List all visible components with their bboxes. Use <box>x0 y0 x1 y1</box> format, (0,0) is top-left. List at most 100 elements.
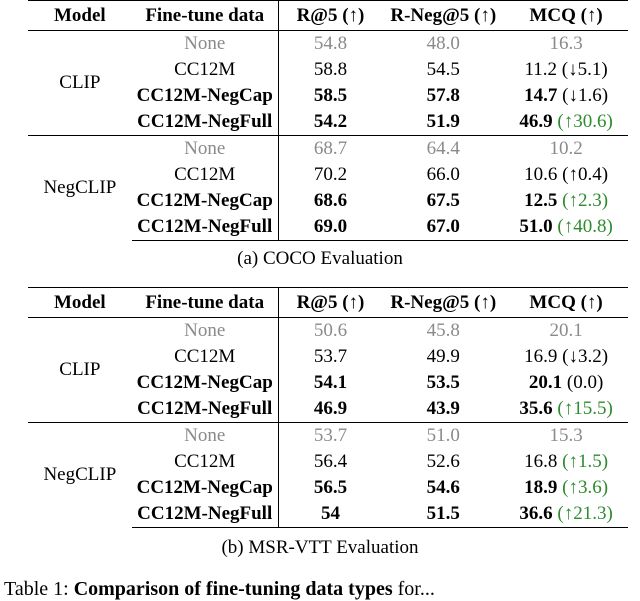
mcq-cell: 11.2 (↓5.1) <box>504 57 628 83</box>
r5-cell: 53.7 <box>278 422 383 449</box>
mcq-cell: 51.0 (↑40.8) <box>504 214 628 241</box>
mcq-cell: 46.9 (↑30.6) <box>504 109 628 136</box>
mcq-cell: 16.8 (↑1.5) <box>504 449 628 475</box>
rneg-cell: 54.6 <box>426 477 460 498</box>
r5-cell: 50.6 <box>313 320 348 341</box>
finetune-cell: CC12M <box>131 162 279 188</box>
finetune-cell: None <box>131 317 279 344</box>
r5-cell: 56.4 <box>313 451 348 472</box>
rneg-cell: 53.5 <box>426 372 460 393</box>
model-name-clip: CLIP <box>59 72 101 93</box>
header-rneg5: R-Neg@5 (↑) <box>382 287 505 318</box>
mcq-delta: (↑15.5) <box>557 398 613 419</box>
table-row: CC12M-NegCap 54.1 53.5 20.1 (0.0) <box>28 370 628 396</box>
table-header-row: Model Fine-tune data R@5 (↑) R-Neg@5 (↑)… <box>28 0 628 31</box>
mcq-value: 16.8 <box>524 451 558 472</box>
mcq-cell: 10.2 <box>504 135 628 162</box>
header-mcq: MCQ (↑) <box>504 287 628 318</box>
finetune-cell: None <box>131 135 279 162</box>
table-row: CC12M 56.4 52.6 16.8 (↑1.5) <box>28 449 628 475</box>
r5-cell: 70.2 <box>313 164 348 185</box>
header-model: Model <box>28 0 132 31</box>
model-name-negclip: NegCLIP <box>28 422 132 528</box>
mcq-cell: 14.7 (↓1.6) <box>504 83 628 109</box>
mcq-value: 10.6 <box>524 164 558 185</box>
mcq-cell: 36.6 (↑21.3) <box>504 501 628 528</box>
table-row: CC12M-NegFull 54.2 51.9 46.9 (↑30.6) <box>28 109 628 136</box>
rneg-cell: 64.4 <box>382 135 505 162</box>
rneg-cell: 67.5 <box>426 190 460 211</box>
mcq-cell: 20.1 (0.0) <box>504 370 628 396</box>
table-caption-prefix: Table 1: <box>4 578 74 600</box>
r5-cell: 56.5 <box>313 477 348 498</box>
coco-caption: (a) COCO Evaluation <box>237 248 403 269</box>
r5-cell: 58.5 <box>313 85 348 106</box>
finetune-cell: CC12M <box>131 344 279 370</box>
table-row: CC12M-NegFull 54 51.5 36.6 (↑21.3) <box>28 501 628 528</box>
finetune-cell: None <box>131 30 279 57</box>
header-r5: R@5 (↑) <box>278 0 383 31</box>
r5-cell: 54 <box>278 501 383 528</box>
finetune-cell: CC12M <box>131 449 279 475</box>
rneg-cell: 45.8 <box>426 320 460 341</box>
r5-cell: 69.0 <box>278 214 383 241</box>
mcq-cell: 16.3 <box>549 33 583 54</box>
mcq-value: 18.9 <box>524 477 558 498</box>
rneg-cell: 48.0 <box>426 33 460 54</box>
table-row: CC12M-NegFull 69.0 67.0 51.0 (↑40.8) <box>28 214 628 241</box>
coco-results-table: Model Fine-tune data R@5 (↑) R-Neg@5 (↑)… <box>28 0 628 241</box>
rneg-cell: 51.5 <box>382 501 505 528</box>
mcq-delta: (↑2.3) <box>562 190 609 211</box>
finetune-cell: CC12M-NegCap <box>131 188 279 214</box>
table-header-row: Model Fine-tune data R@5 (↑) R-Neg@5 (↑)… <box>28 287 628 318</box>
r5-cell: 68.7 <box>278 135 383 162</box>
table-caption-suffix: for... <box>392 578 435 600</box>
header-r5: R@5 (↑) <box>278 287 383 318</box>
header-finetune-data: Fine-tune data <box>131 287 279 318</box>
mcq-value: 14.7 <box>524 85 558 106</box>
rneg-cell: 49.9 <box>426 346 460 367</box>
mcq-cell: 16.9 (↓3.2) <box>504 344 628 370</box>
finetune-cell: None <box>131 422 279 449</box>
finetune-cell: CC12M-NegFull <box>131 501 279 528</box>
mcq-delta: (↓5.1) <box>561 59 608 80</box>
mcq-value: 35.6 <box>519 398 553 419</box>
mcq-value: 11.2 <box>524 59 558 80</box>
rneg-cell: 67.0 <box>382 214 505 241</box>
msrvtt-caption: (b) MSR-VTT Evaluation <box>221 537 419 558</box>
rneg-cell: 57.8 <box>426 85 460 106</box>
finetune-cell: CC12M-NegCap <box>131 475 279 501</box>
rneg-cell: 54.5 <box>426 59 460 80</box>
r5-cell: 54.8 <box>313 33 348 54</box>
finetune-cell: CC12M <box>131 57 279 83</box>
mcq-value: 12.5 <box>524 190 558 211</box>
table-caption-partial: Table 1: Comparison of fine-tuning data … <box>4 577 435 601</box>
mcq-delta: (↑1.5) <box>562 451 609 472</box>
table-row: CLIP None 50.6 45.8 20.1 <box>28 317 628 380</box>
mcq-value: 20.1 <box>528 372 563 393</box>
finetune-cell: CC12M-NegCap <box>131 83 279 109</box>
table-row: CC12M-NegCap 56.5 54.6 18.9 (↑3.6) <box>28 475 628 501</box>
table-row: CC12M 70.2 66.0 10.6 (↑0.4) <box>28 162 628 188</box>
mcq-delta: (↓3.2) <box>562 346 609 367</box>
table-row: CC12M 53.7 49.9 16.9 (↓3.2) <box>28 344 628 370</box>
model-name-negclip: NegCLIP <box>28 135 132 241</box>
r5-cell: 53.7 <box>313 346 348 367</box>
model-name-clip: CLIP <box>59 359 101 380</box>
finetune-cell: CC12M-NegFull <box>131 214 279 241</box>
finetune-cell: CC12M-NegFull <box>131 109 279 136</box>
mcq-value: 36.6 <box>519 503 553 524</box>
finetune-cell: CC12M-NegFull <box>131 396 279 423</box>
r5-cell: 54.2 <box>313 111 348 132</box>
mcq-delta: (↑3.6) <box>562 477 609 498</box>
table-row: CC12M-NegCap 68.6 67.5 12.5 (↑2.3) <box>28 188 628 214</box>
mcq-cell: 15.3 <box>504 422 628 449</box>
header-finetune-data: Fine-tune data <box>131 0 279 31</box>
table-row: CLIP None 54.8 48.0 16.3 <box>28 30 628 93</box>
mcq-delta: (↑21.3) <box>557 503 613 524</box>
rneg-cell: 51.9 <box>426 111 460 132</box>
mcq-value: 46.9 <box>519 111 553 132</box>
r5-cell: 54.1 <box>313 372 348 393</box>
header-model: Model <box>28 287 132 318</box>
